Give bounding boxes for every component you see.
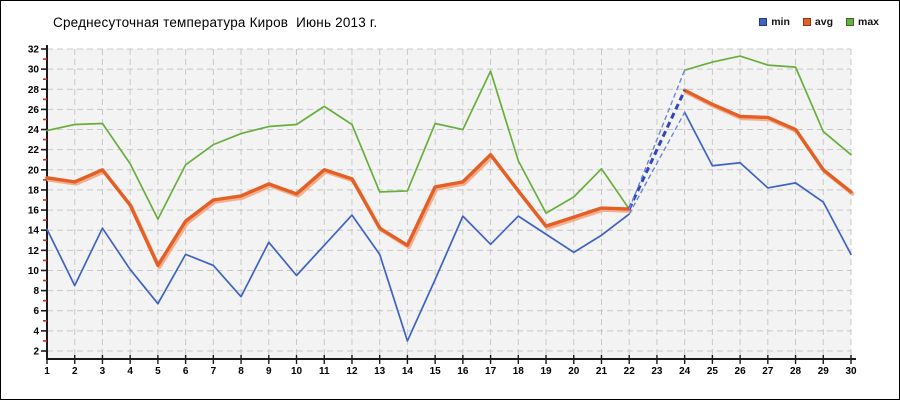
svg-text:5: 5 [155,366,161,377]
svg-text:22: 22 [28,145,40,156]
svg-text:6: 6 [183,366,189,377]
svg-text:8: 8 [33,286,39,297]
svg-text:21: 21 [596,366,608,377]
series-avg [45,88,855,270]
legend-swatch-avg-icon [802,18,811,26]
svg-text:20: 20 [28,165,40,176]
svg-text:3: 3 [100,366,106,377]
svg-text:9: 9 [266,366,272,377]
svg-text:1: 1 [44,366,50,377]
legend-item-min: min [759,16,790,28]
svg-text:8: 8 [238,366,244,377]
svg-text:32: 32 [28,45,40,56]
legend-item-max: max [845,16,879,28]
legend: min avg max [759,16,879,28]
gridlines [46,48,852,359]
svg-text:24: 24 [28,125,40,136]
svg-text:26: 26 [735,366,747,377]
svg-text:2: 2 [72,366,78,377]
svg-text:30: 30 [28,65,40,76]
x-axis-ticks: 1 2 3 4 5 6 7 8 9 10 11 12 13 14 15 16 17 18 19 20 21 22 23 24 2… [44,355,857,377]
svg-text:23: 23 [651,366,663,377]
svg-text:22: 22 [624,366,636,377]
svg-text:16: 16 [457,366,469,377]
svg-text:29: 29 [818,366,830,377]
axes [46,45,856,360]
legend-label-max: max [857,16,879,28]
svg-text:30: 30 [845,366,857,377]
svg-text:7: 7 [211,366,217,377]
svg-text:15: 15 [430,366,442,377]
svg-text:12: 12 [28,246,40,257]
legend-item-avg: avg [802,16,833,28]
svg-text:28: 28 [28,85,40,96]
svg-text:2: 2 [33,347,39,358]
svg-text:24: 24 [679,366,691,377]
plot-background [47,49,851,359]
svg-text:12: 12 [346,366,358,377]
svg-text:27: 27 [762,366,774,377]
svg-text:16: 16 [28,206,40,217]
series-max [46,55,852,220]
svg-text:19: 19 [540,366,552,377]
svg-text:6: 6 [33,306,39,317]
legend-swatch-max-icon [845,18,854,26]
svg-text:20: 20 [568,366,580,377]
svg-text:25: 25 [707,366,719,377]
svg-text:17: 17 [485,366,497,377]
legend-label-min: min [771,16,790,28]
svg-text:18: 18 [28,185,40,196]
svg-text:10: 10 [291,366,303,377]
legend-label-avg: avg [814,16,833,28]
svg-text:18: 18 [513,366,525,377]
series-min [46,111,852,342]
svg-text:10: 10 [28,266,40,277]
svg-text:11: 11 [319,366,330,377]
svg-text:14: 14 [402,366,414,377]
svg-text:4: 4 [33,326,39,337]
svg-text:13: 13 [374,366,386,377]
gap-connectors [627,69,687,215]
svg-text:4: 4 [127,366,133,377]
svg-text:14: 14 [28,226,40,237]
legend-swatch-min-icon [759,18,768,26]
chart-title: Среднесуточная температура Киров Июнь 20… [53,15,378,30]
svg-text:26: 26 [28,105,40,116]
svg-text:28: 28 [790,366,802,377]
